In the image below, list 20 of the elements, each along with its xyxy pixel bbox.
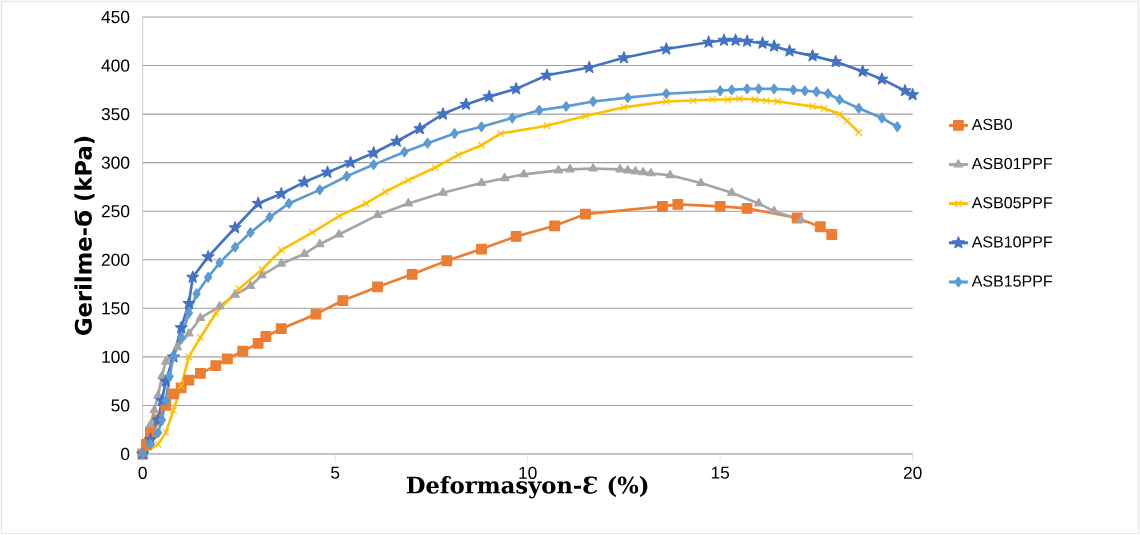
y-tick-label: 450 [101,10,130,24]
x-tick-label: 15 [711,466,730,479]
y-tick-label: 0 [120,447,130,461]
y-tick-label: 250 [101,205,130,218]
legend-label: ASB01PPF [971,157,1053,170]
legend-label: ASB10PPF [971,236,1053,248]
x-tick-label: 20 [903,466,922,479]
y-tick-label: 200 [101,253,130,266]
y-axis-title: Gerilme-Ϭ (kPa) [74,136,95,335]
y-tick-label: 50 [111,399,130,412]
y-tick-label: 150 [102,302,130,315]
y-tick-label: 100 [102,350,130,364]
legend-label: ASB15PPF [971,275,1053,287]
x-tick-label: 0 [138,466,147,479]
x-tick-label: 5 [331,466,340,479]
legend-label: ASB0 [971,118,1013,131]
legend-label: ASB05PPF [971,197,1053,209]
y-tick-label: 300 [101,156,130,169]
y-tick-label: 350 [101,107,130,121]
y-tick-label: 400 [101,59,130,72]
